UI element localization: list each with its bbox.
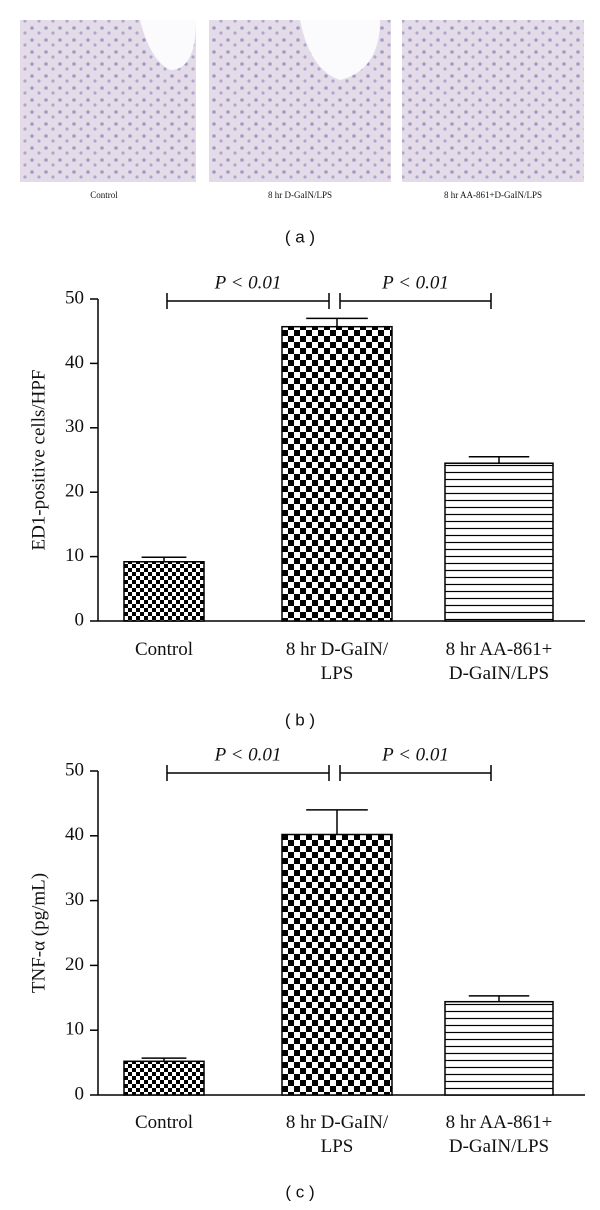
caption: Control <box>90 190 118 200</box>
y-tick-label: 50 <box>65 759 84 780</box>
significance-bracket <box>339 765 492 781</box>
x-tick-label: 8 hr D-GaIN/ LPS <box>285 639 389 684</box>
bar <box>281 325 393 622</box>
micrographs: Control 8 hr D-GaIN/LPS 8 hr AA-861+D-Ga… <box>20 20 584 246</box>
x-tick-label: Control <box>134 639 194 660</box>
significance-bracket <box>339 293 492 309</box>
caption: 8 hr AA-861+D-GaIN/LPS <box>444 190 542 200</box>
bar <box>444 462 554 622</box>
bar <box>281 833 393 1096</box>
y-tick-label: 0 <box>75 609 85 630</box>
panel-label: ( c ) <box>285 1182 314 1201</box>
bar <box>123 1060 205 1096</box>
y-tick-label: 40 <box>65 352 84 373</box>
y-tick-label: 20 <box>65 481 84 502</box>
vessel <box>140 20 196 70</box>
y-axis-label: ED1-positive cells/HPF <box>28 369 49 550</box>
y-tick-label: 50 <box>65 287 84 308</box>
y-tick-label: 0 <box>75 1083 85 1104</box>
y-tick-label: 30 <box>65 889 84 910</box>
annotation: P < 0.01 <box>214 272 282 293</box>
annotation: P < 0.01 <box>381 272 449 293</box>
y-tick-label: 10 <box>65 545 84 566</box>
x-tick-label: 8 hr D-GaIN/ LPS <box>285 1112 389 1157</box>
panel-label: ( b ) <box>285 710 315 729</box>
y-tick-label: 40 <box>65 824 84 845</box>
significance-bracket <box>166 293 330 309</box>
significance-bracket <box>166 765 330 781</box>
caption: 8 hr D-GaIN/LPS <box>268 190 332 200</box>
panel-label: ( a ) <box>285 227 315 246</box>
annotation: P < 0.01 <box>381 744 449 765</box>
vessel <box>300 20 380 80</box>
bar <box>444 1000 554 1096</box>
x-tick-label: 8 hr AA-861+ D-GaIN/LPS <box>445 639 553 684</box>
x-tick-label: 8 hr AA-861+ D-GaIN/LPS <box>445 1112 553 1157</box>
annotation: P < 0.01 <box>214 744 282 765</box>
y-tick-label: 10 <box>65 1019 84 1040</box>
bar <box>123 561 205 622</box>
y-tick-label: 30 <box>65 416 84 437</box>
micrograph <box>402 20 584 182</box>
x-tick-label: Control <box>134 1112 194 1133</box>
y-tick-label: 20 <box>65 954 84 975</box>
y-axis-label: TNF-α (pg/mL) <box>28 873 49 993</box>
